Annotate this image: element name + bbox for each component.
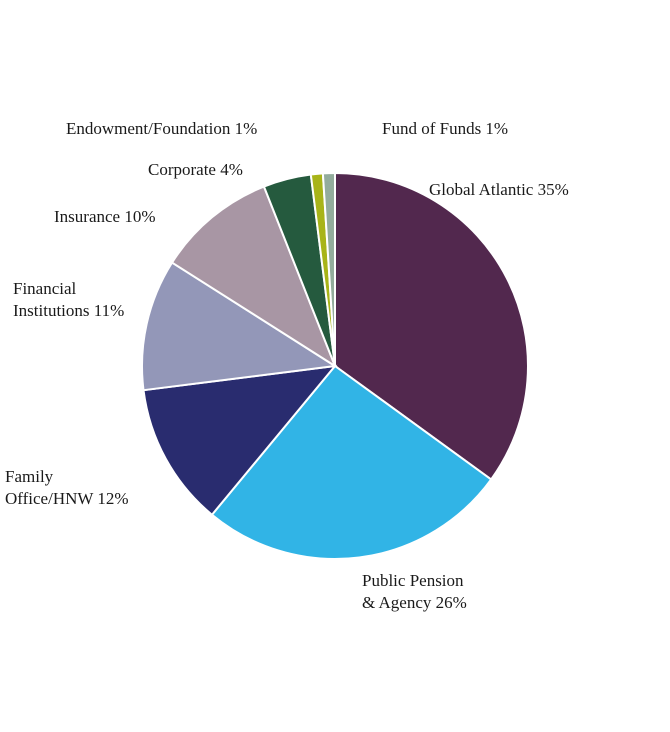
slice-label: Endowment/Foundation 1%: [66, 119, 257, 138]
pie-slice: [334, 171, 529, 481]
pie-slice: [321, 171, 336, 367]
slice-label: Corporate 4%: [148, 160, 243, 179]
slice-label: Global Atlantic 35%: [429, 180, 569, 199]
pie-slice: [210, 364, 493, 560]
slice-label: Fund of Funds 1%: [382, 119, 508, 138]
pie-labels: Global Atlantic 35% Public Pension & Agenc…: [5, 119, 569, 612]
slice-label: Public Pension & Agency 26%: [362, 571, 467, 612]
pie-slices: [141, 171, 529, 560]
slice-label: Insurance 10%: [54, 207, 156, 226]
slice-label: Financial Institutions 11%: [13, 279, 124, 320]
pie-slice: [142, 364, 338, 517]
pie-slice: [170, 185, 338, 369]
slice-label: Family Office/HNW 12%: [5, 467, 129, 508]
pie-slice: [141, 261, 338, 392]
